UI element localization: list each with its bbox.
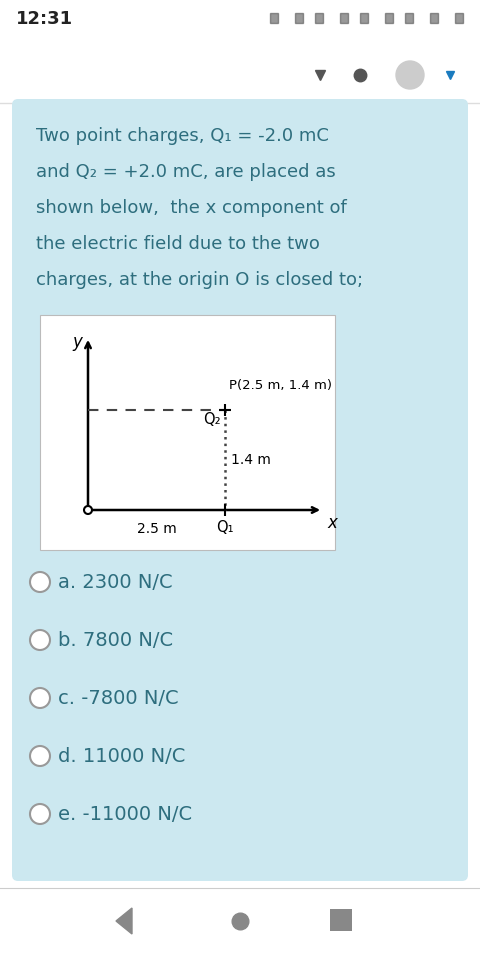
Bar [0,55,480,105]
Text: shown below,  the x component of: shown below, the x component of [36,199,347,217]
Text: the electric field due to the two: the electric field due to the two [36,235,320,253]
Circle shape [30,804,50,824]
Text: d. 11000 N/C: d. 11000 N/C [58,747,185,765]
Bar [340,13,348,23]
Bar [295,13,303,23]
Text: b. 7800 N/C: b. 7800 N/C [58,631,173,650]
Text: x: x [327,514,337,532]
Bar [0,0,480,55]
Polygon shape [116,908,132,934]
Bar [405,13,413,23]
Bar [315,13,323,23]
FancyBboxPatch shape [12,99,468,881]
Circle shape [84,506,92,514]
Bar [40,315,335,550]
Circle shape [30,630,50,650]
Bar [360,13,368,23]
Text: P(2.5 m, 1.4 m): P(2.5 m, 1.4 m) [229,379,332,392]
Text: and Q₂ = +2.0 mC, are placed as: and Q₂ = +2.0 mC, are placed as [36,163,336,181]
Bar [430,13,438,23]
Bar [385,13,393,23]
Text: a. 2300 N/C: a. 2300 N/C [58,572,173,591]
Text: Q₂: Q₂ [204,412,221,427]
Text: 2.5 m: 2.5 m [137,522,176,536]
Bar [0,888,480,960]
Text: Two point charges, Q₁ = -2.0 mC: Two point charges, Q₁ = -2.0 mC [36,127,329,145]
Circle shape [396,61,424,89]
Bar [270,13,278,23]
Bar [330,909,352,931]
Text: c. -7800 N/C: c. -7800 N/C [58,688,179,708]
Circle shape [30,746,50,766]
Text: 12:31: 12:31 [16,10,73,28]
Circle shape [30,572,50,592]
Text: charges, at the origin O is closed to;: charges, at the origin O is closed to; [36,271,363,289]
Text: Q₁: Q₁ [216,520,234,535]
Bar [455,13,463,23]
Text: e. -11000 N/C: e. -11000 N/C [58,804,192,824]
Text: y: y [72,333,82,351]
Text: 1.4 m: 1.4 m [231,453,271,467]
Circle shape [30,688,50,708]
